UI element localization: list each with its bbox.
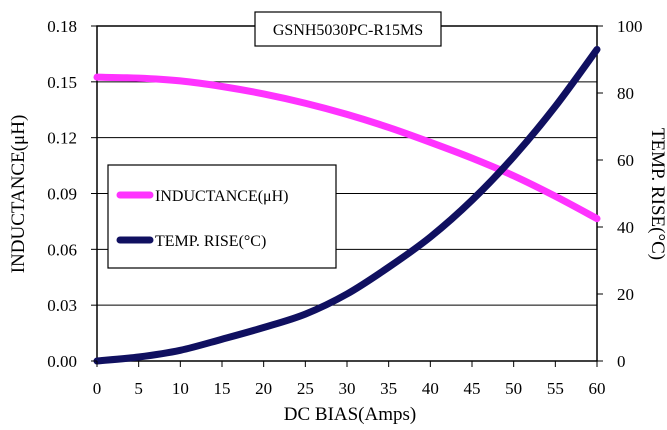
right-y-tick-label: 0	[617, 352, 626, 371]
x-tick-label: 50	[505, 379, 522, 398]
left-y-tick-label: 0.09	[47, 185, 77, 204]
right-y-axis-title: TEMP. RISE(°C)	[647, 128, 667, 260]
right-y-tick-label: 60	[617, 151, 634, 170]
legend-label-inductance: INDUCTANCE(μH)	[155, 188, 289, 205]
x-tick-label: 45	[464, 379, 481, 398]
x-tick-labels: 0 5 10 15 20 25 30 35 40 45 50 55 60	[93, 361, 606, 398]
right-y-tick-label: 20	[617, 285, 634, 304]
left-y-tick-label: 0.15	[47, 73, 77, 92]
left-y-axis-title: INDUCTANCE(μH)	[8, 115, 29, 274]
left-y-tick-labels: 0.00 0.03 0.06 0.09 0.12 0.15 0.18	[47, 17, 97, 371]
left-y-tick-label: 0.00	[47, 352, 77, 371]
right-y-tick-label: 40	[617, 218, 634, 237]
chart-title-box: GSNH5030PC-R15MS	[254, 11, 442, 47]
x-tick-label: 30	[339, 379, 356, 398]
x-tick-label: 25	[297, 379, 314, 398]
x-tick-label: 40	[422, 379, 439, 398]
left-y-tick-label: 0.12	[47, 129, 77, 148]
series-line-inductance	[93, 73, 601, 223]
x-tick-label: 10	[172, 379, 189, 398]
x-tick-label: 20	[255, 379, 272, 398]
x-axis-title: DC BIAS(Amps)	[284, 404, 416, 425]
x-tick-label: 35	[380, 379, 397, 398]
left-y-tick-label: 0.03	[47, 296, 77, 315]
x-tick-label: 15	[214, 379, 231, 398]
legend: INDUCTANCE(μH) TEMP. RISE(°C)	[107, 164, 337, 269]
legend-label-temp-rise: TEMP. RISE(°C)	[155, 233, 266, 250]
x-tick-label: 5	[134, 379, 143, 398]
series-layer	[93, 45, 601, 365]
right-y-tick-label: 80	[617, 84, 634, 103]
left-y-tick-label: 0.18	[47, 17, 77, 36]
x-tick-label: 60	[589, 379, 606, 398]
chart-title: GSNH5030PC-R15MS	[273, 22, 423, 39]
right-y-tick-label: 100	[617, 17, 643, 36]
x-tick-label: 0	[93, 379, 102, 398]
right-y-tick-labels: 0 20 40 60 80 100	[597, 17, 643, 371]
x-tick-label: 55	[547, 379, 564, 398]
series-line-temp-rise	[93, 45, 601, 365]
left-y-tick-label: 0.06	[47, 240, 77, 259]
